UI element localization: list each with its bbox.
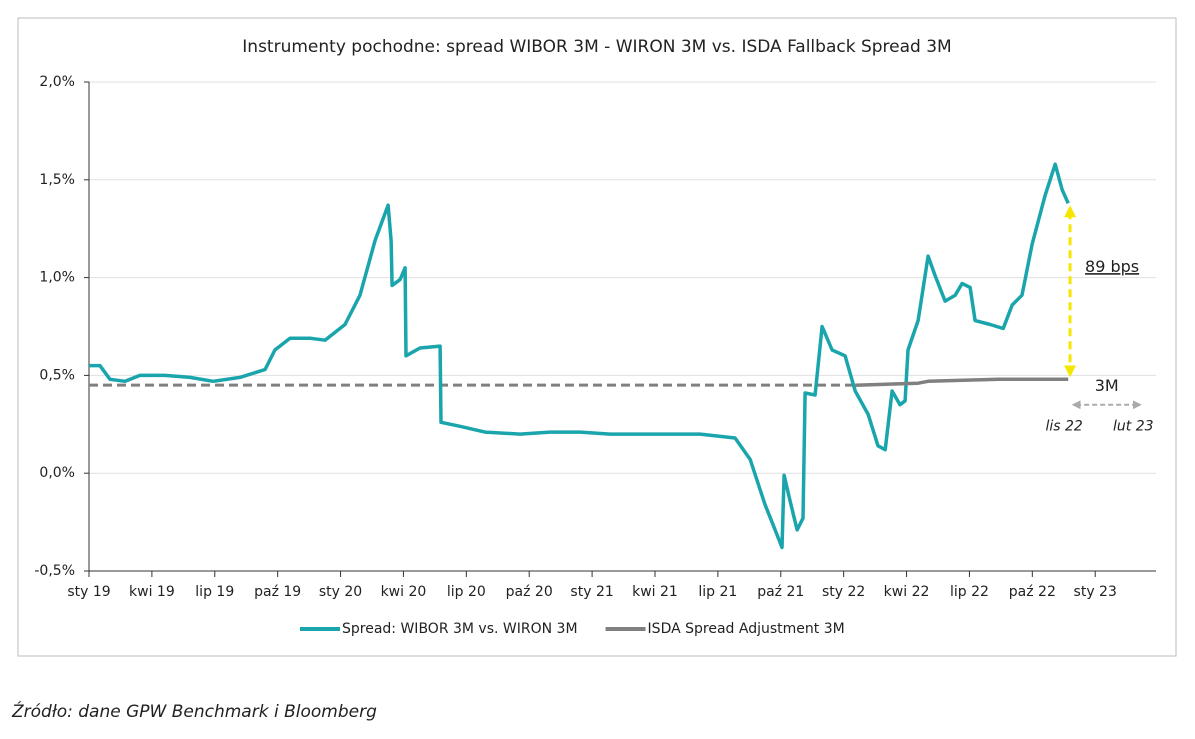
x-tick-label: sty 19 bbox=[67, 584, 110, 600]
chart-title: Instrumenty pochodne: spread WIBOR 3M - … bbox=[242, 37, 951, 57]
x-tick-label: sty 21 bbox=[570, 584, 613, 600]
y-tick-label: 0,5% bbox=[39, 367, 75, 383]
x-tick-label: paź 19 bbox=[254, 584, 301, 600]
y-tick-label: 1,5% bbox=[39, 172, 75, 188]
y-tick-label: 0,0% bbox=[39, 465, 75, 481]
x-tick-label: sty 23 bbox=[1074, 584, 1117, 600]
x-tick-label: lip 22 bbox=[950, 584, 989, 600]
x-tick-label: sty 20 bbox=[319, 584, 362, 600]
x-tick-label: paź 20 bbox=[506, 584, 553, 600]
chart-frame bbox=[17, 17, 1177, 657]
legend-label: ISDA Spread Adjustment 3M bbox=[648, 621, 845, 637]
period-start: lis 22 bbox=[1045, 419, 1082, 435]
y-tick-label: 1,0% bbox=[39, 270, 75, 286]
source-note: Źródło: dane GPW Benchmark i Bloomberg bbox=[11, 700, 377, 722]
y-tick-label: -0,5% bbox=[34, 563, 75, 579]
x-tick-label: paź 21 bbox=[757, 584, 804, 600]
series-line bbox=[855, 377, 1069, 387]
period-end: lut 23 bbox=[1113, 419, 1154, 435]
bps-label: 89 bps bbox=[1085, 257, 1139, 276]
legend-label: Spread: WIBOR 3M vs. WIRON 3M bbox=[342, 621, 578, 637]
series-line bbox=[89, 162, 1070, 550]
x-tick-label: kwi 21 bbox=[632, 584, 678, 600]
x-tick-label: lip 21 bbox=[698, 584, 737, 600]
x-tick-label: lip 20 bbox=[447, 584, 486, 600]
x-tick-label: kwi 22 bbox=[884, 584, 930, 600]
x-tick-label: kwi 20 bbox=[381, 584, 427, 600]
x-tick-label: lip 19 bbox=[195, 584, 234, 600]
y-tick-label: 2,0% bbox=[39, 74, 75, 90]
period-label: 3M bbox=[1095, 376, 1119, 395]
x-tick-label: kwi 19 bbox=[129, 584, 175, 600]
x-tick-label: sty 22 bbox=[822, 584, 865, 600]
x-tick-label: paź 22 bbox=[1009, 584, 1056, 600]
